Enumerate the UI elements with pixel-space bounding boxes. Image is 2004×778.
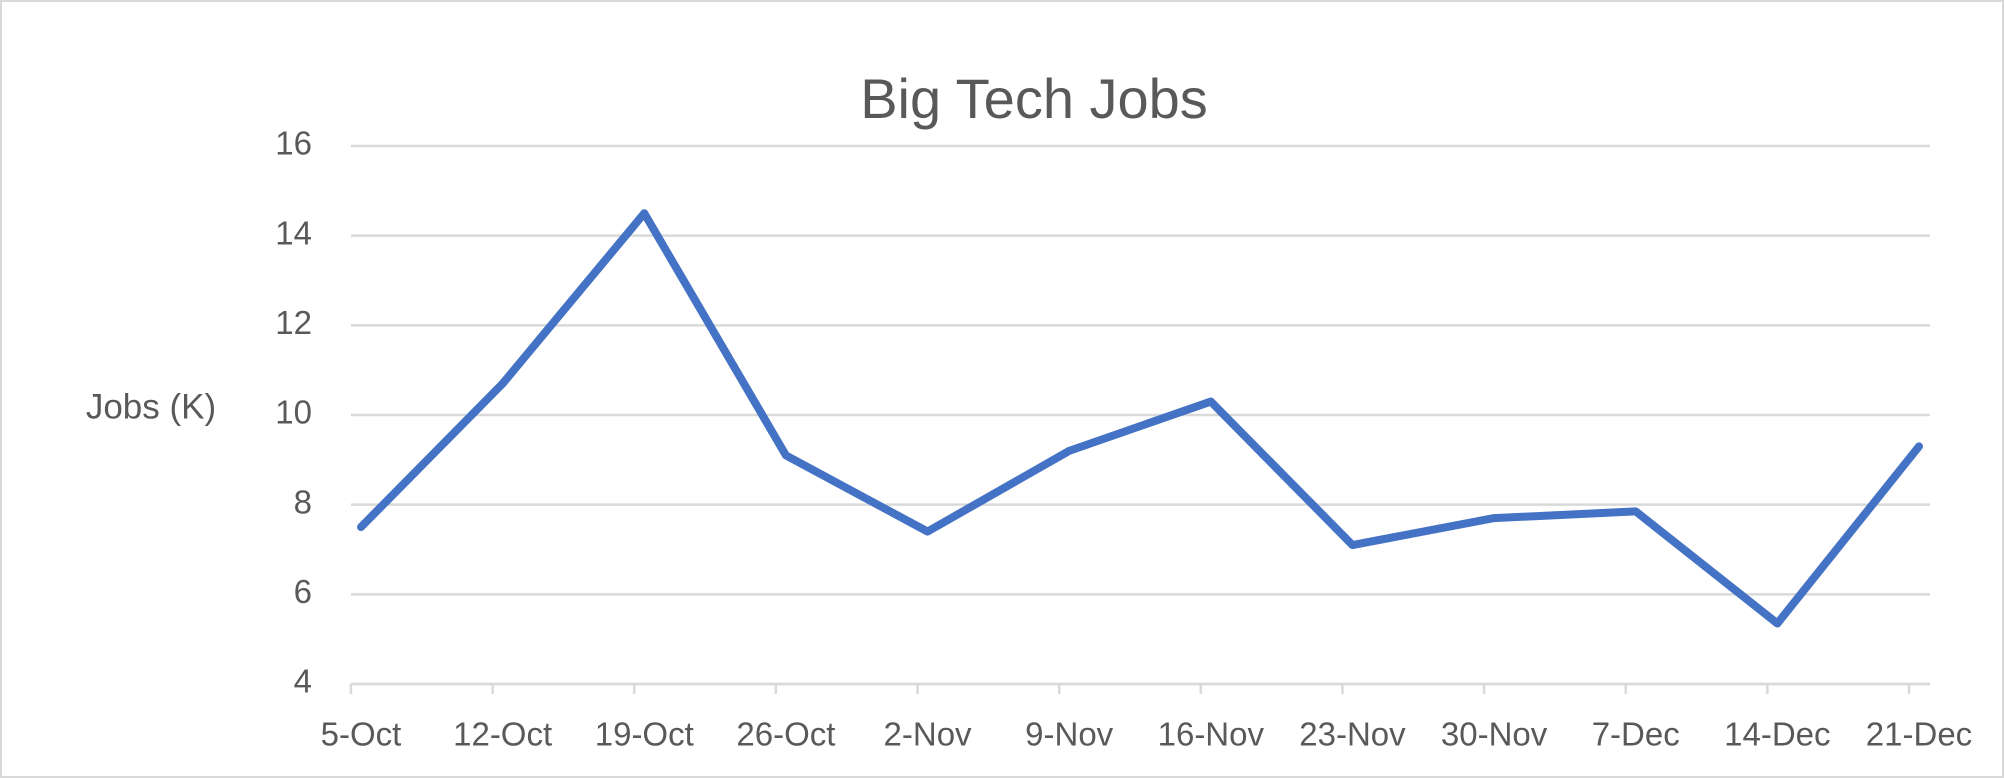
chart-title: Big Tech Jobs	[860, 67, 1208, 130]
x-tick-label: 30-Nov	[1441, 716, 1548, 753]
y-axis-label: Jobs (K)	[86, 387, 216, 426]
y-tick-label: 12	[275, 304, 312, 341]
y-tick-label: 10	[275, 394, 312, 431]
y-tick-label: 6	[294, 573, 312, 610]
x-tick-label: 12-Oct	[453, 716, 552, 753]
x-tick-label: 16-Nov	[1158, 716, 1265, 753]
y-tick-label: 16	[275, 125, 312, 162]
x-tick-label: 7-Dec	[1592, 716, 1680, 753]
x-tick-label: 19-Oct	[595, 716, 694, 753]
x-tick-label: 2-Nov	[884, 716, 973, 753]
y-tick-label: 8	[294, 483, 312, 520]
x-tick-label: 21-Dec	[1866, 716, 1972, 753]
y-tick-label: 14	[275, 214, 312, 251]
data-line	[357, 209, 1923, 628]
x-tick-label: 26-Oct	[736, 716, 835, 753]
x-tick-label: 23-Nov	[1299, 716, 1406, 753]
x-tick-label: 5-Oct	[321, 716, 402, 753]
y-tick-label: 4	[294, 663, 312, 700]
x-tick-label: 14-Dec	[1724, 716, 1830, 753]
x-tick-label: 9-Nov	[1025, 716, 1114, 753]
